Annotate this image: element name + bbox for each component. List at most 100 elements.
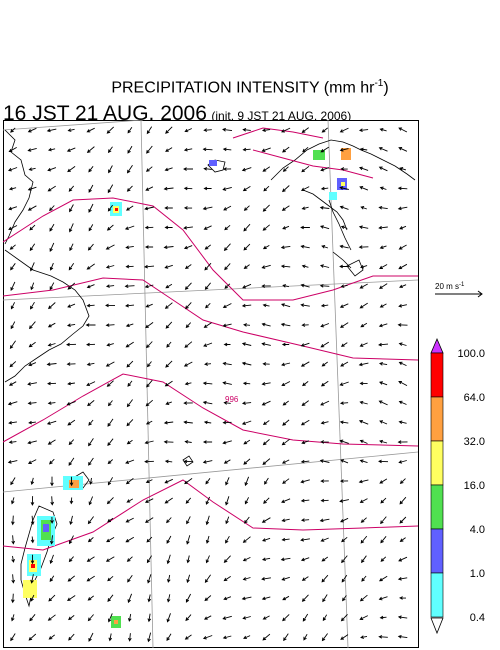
wind-arrow <box>225 496 230 506</box>
wind-arrow <box>379 186 387 191</box>
wind-arrow <box>360 517 367 523</box>
wind-arrow <box>203 615 212 620</box>
map-title: PRECIPITATION INTENSITY (mm hr-1) <box>0 78 500 97</box>
wind-arrow <box>147 632 152 643</box>
wind-arrow <box>183 245 193 250</box>
wind-arrow <box>223 243 231 251</box>
wind-arrow <box>222 635 232 640</box>
wind-arrow <box>11 497 15 505</box>
wind-arrow <box>27 127 37 133</box>
wind-arrow <box>360 206 367 210</box>
wind-arrow <box>300 557 310 562</box>
wind-arrow <box>8 440 17 444</box>
wind-arrow <box>300 498 310 503</box>
wind-arrow <box>166 594 171 603</box>
colorbar-bottom-arrow <box>430 617 444 635</box>
wind-arrow <box>186 516 191 525</box>
wind-arrow <box>30 477 35 486</box>
wind-arrow <box>183 361 193 367</box>
wind-arrow <box>68 263 75 271</box>
wind-arrow <box>125 341 134 348</box>
wind-arrow <box>88 438 94 447</box>
wind-arrow <box>242 186 251 192</box>
wind-arrow <box>163 420 174 425</box>
wind-arrow <box>378 400 388 406</box>
wind-arrow <box>359 302 368 309</box>
wind-arrow <box>397 634 408 639</box>
wind-arrow <box>10 593 15 604</box>
wind-arrow <box>339 244 349 249</box>
wind-arrow <box>28 420 36 425</box>
wind-arrow <box>302 381 309 387</box>
wind-arrow <box>48 594 56 602</box>
wind-arrow <box>89 477 93 485</box>
wind-arrow <box>282 614 290 622</box>
wind-arrow <box>66 147 76 152</box>
wind-arrow <box>28 341 36 348</box>
wind-arrow <box>165 283 173 289</box>
wind-arrow <box>164 167 173 172</box>
wind-arrow <box>28 633 37 641</box>
wind-arrow <box>204 362 212 366</box>
wind-arrow <box>340 634 349 640</box>
wind-arrow <box>164 302 173 309</box>
wind-arrow <box>184 282 192 290</box>
wind-arrow <box>222 381 232 385</box>
wind-arrow <box>319 284 330 288</box>
wind-arrow <box>30 594 35 602</box>
wind-arrow <box>320 303 329 308</box>
wind-arrow <box>397 206 408 211</box>
wind-arrow <box>27 147 37 152</box>
wind-arrow <box>301 127 309 133</box>
wind-arrow <box>105 284 115 288</box>
wind-arrow <box>10 633 16 642</box>
wind-arrow <box>359 381 368 386</box>
wind-arrow <box>49 458 55 465</box>
wind-arrow <box>108 165 113 174</box>
wind-arrow <box>261 381 271 386</box>
weather-map: 996 <box>3 120 419 648</box>
wind-arrow <box>88 496 94 506</box>
wind-arrow <box>126 360 134 368</box>
wind-arrow <box>203 420 212 425</box>
wind-arrow <box>186 555 191 564</box>
wind-arrow <box>87 400 95 407</box>
wind-arrow <box>7 460 18 464</box>
wind-arrow <box>66 323 76 328</box>
wind-arrow <box>300 419 310 426</box>
wind-arrow <box>27 186 37 191</box>
wind-arrow <box>224 263 231 271</box>
wind-arrow <box>339 303 349 308</box>
wind-arrow <box>29 262 35 272</box>
wind-arrow <box>340 225 348 230</box>
wind-arrow <box>86 127 95 133</box>
wind-arrow <box>282 146 290 153</box>
wind-arrow <box>225 535 230 544</box>
wind-arrow <box>88 166 94 173</box>
precip-cell <box>115 208 118 211</box>
wind-arrow <box>127 633 132 642</box>
wind-arrow <box>86 362 95 367</box>
wind-arrow <box>262 303 270 308</box>
wind-arrow <box>9 244 16 250</box>
wind-arrow <box>166 574 171 583</box>
wind-arrow <box>185 614 192 622</box>
wind-arrow <box>359 459 368 464</box>
wind-arrow <box>10 281 16 291</box>
wind-arrow <box>263 185 270 192</box>
precip-cell <box>329 192 337 200</box>
wind-arrow <box>320 341 330 348</box>
wind-arrow <box>300 538 310 542</box>
wind-arrow <box>261 400 271 406</box>
wind-arrow <box>301 576 309 581</box>
colorbar-swatch <box>430 484 444 530</box>
wind-arrow <box>66 342 77 347</box>
wind-arrow <box>223 205 232 211</box>
wind-arrow <box>49 242 55 252</box>
wind-arrow <box>339 381 349 386</box>
wind-arrow <box>165 360 173 368</box>
wind-arrow <box>203 128 212 132</box>
wind-arrow <box>300 283 310 288</box>
wind-arrow <box>261 596 271 601</box>
wind-arrow <box>281 498 291 503</box>
